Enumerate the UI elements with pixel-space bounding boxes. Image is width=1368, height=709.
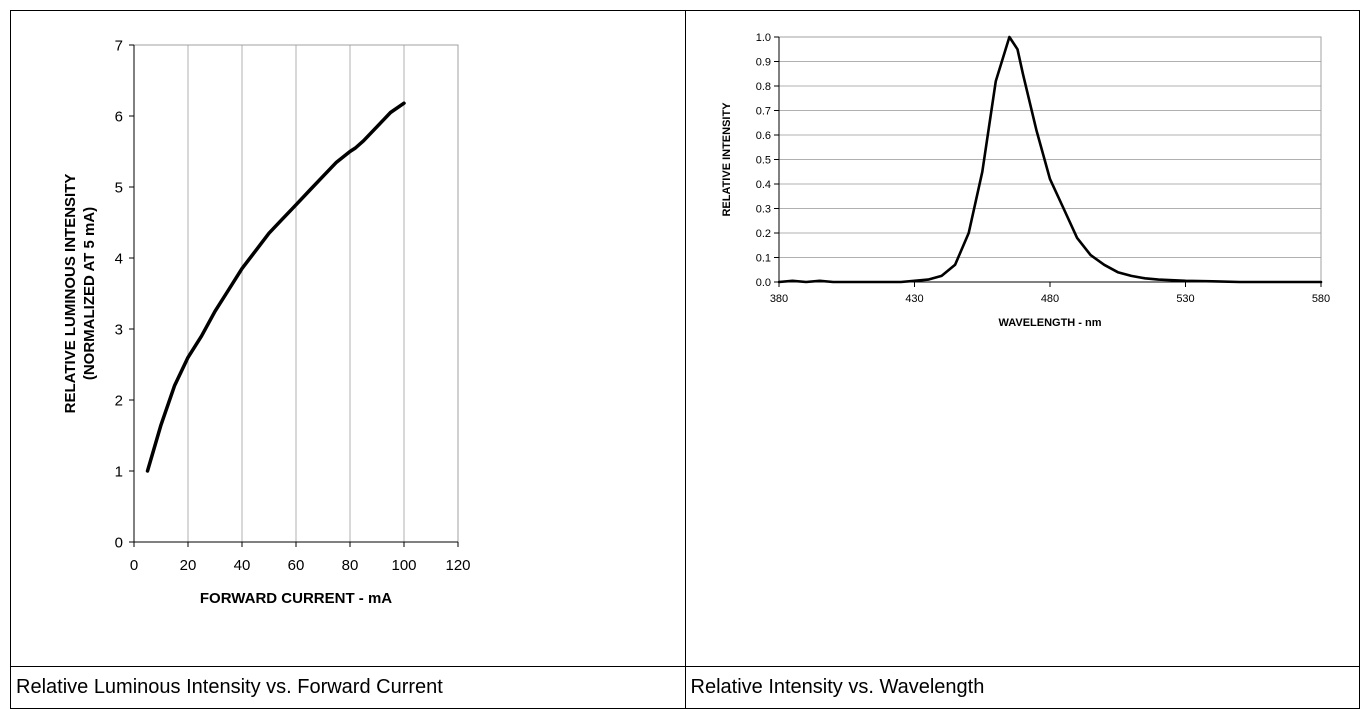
y-tick-label: 0.2 [755, 228, 770, 240]
figure-table: 0 1 2 3 4 5 6 7 0 20 40 60 80 100 120 FORWARD CURRENT -… [10, 10, 1360, 709]
x-tick-label: 120 [445, 557, 470, 574]
left-chart-cell: 0 1 2 3 4 5 6 7 0 20 40 60 80 100 120 FORWARD CURRENT -… [10, 10, 686, 667]
x-tick-label: 40 [234, 557, 251, 574]
left-caption: Relative Luminous Intensity vs. Forward … [10, 666, 686, 709]
y-tick-label: 4 [115, 250, 123, 267]
y-tick-label: 0.8 [755, 81, 770, 93]
y-tick-label: 0.9 [755, 56, 770, 68]
x-tick-label: 100 [391, 557, 416, 574]
x-tick-label: 20 [180, 557, 197, 574]
x-tick-label: 530 [1176, 293, 1194, 305]
y-tick-label: 0.1 [755, 252, 770, 264]
luminous-intensity-chart: 0 1 2 3 4 5 6 7 0 20 40 60 80 100 120 FORWARD CURRENT -… [62, 37, 471, 607]
x-tick-label: 580 [1311, 293, 1329, 305]
x-tick-label: 80 [342, 557, 359, 574]
x-tick-label: 480 [1040, 293, 1058, 305]
y-tick-label: 5 [115, 179, 123, 196]
x-tick-label: 430 [905, 293, 923, 305]
x-tick-label: 60 [288, 557, 305, 574]
series-line [145, 101, 406, 473]
y-tick-label: 0.3 [755, 203, 770, 215]
y-tick-label: 1.0 [755, 32, 770, 44]
y-tick-label: 0 [115, 534, 123, 551]
y-tick-label: 2 [115, 392, 123, 409]
y-tick-label: 0.4 [755, 179, 770, 191]
right-chart-cell: 0.0 0.1 0.2 0.3 0.4 0.5 0.6 0.7 0.8 0.9 1.0 380 430 4… [684, 10, 1360, 667]
y-tick-label: 3 [115, 321, 123, 338]
x-tick-label: 0 [130, 557, 138, 574]
y-tick-label: 0.6 [755, 130, 770, 142]
wavelength-spectrum-chart: 0.0 0.1 0.2 0.3 0.4 0.5 0.6 0.7 0.8 0.9 1.0 380 430 4… [721, 32, 1330, 329]
y-tick-label: 0.0 [755, 277, 770, 289]
right-caption: Relative Intensity vs. Wavelength [684, 666, 1360, 709]
series-line [777, 35, 1322, 284]
x-axis-title: FORWARD CURRENT - mA [200, 590, 392, 607]
y-axis-title: (NORMALIZED AT 5 mA) [81, 207, 98, 380]
y-tick-label: 7 [115, 37, 123, 54]
y-axis-title: RELATIVE INTENSITY [721, 102, 733, 217]
x-axis-title: WAVELENGTH - nm [998, 317, 1101, 329]
y-tick-label: 1 [115, 463, 123, 480]
y-tick-label: 0.5 [755, 154, 770, 166]
y-axis-title: RELATIVE LUMINOUS INTENSITY [62, 174, 79, 414]
y-tick-label: 6 [115, 108, 123, 125]
x-tick-label: 380 [769, 293, 787, 305]
y-tick-label: 0.7 [755, 105, 770, 117]
